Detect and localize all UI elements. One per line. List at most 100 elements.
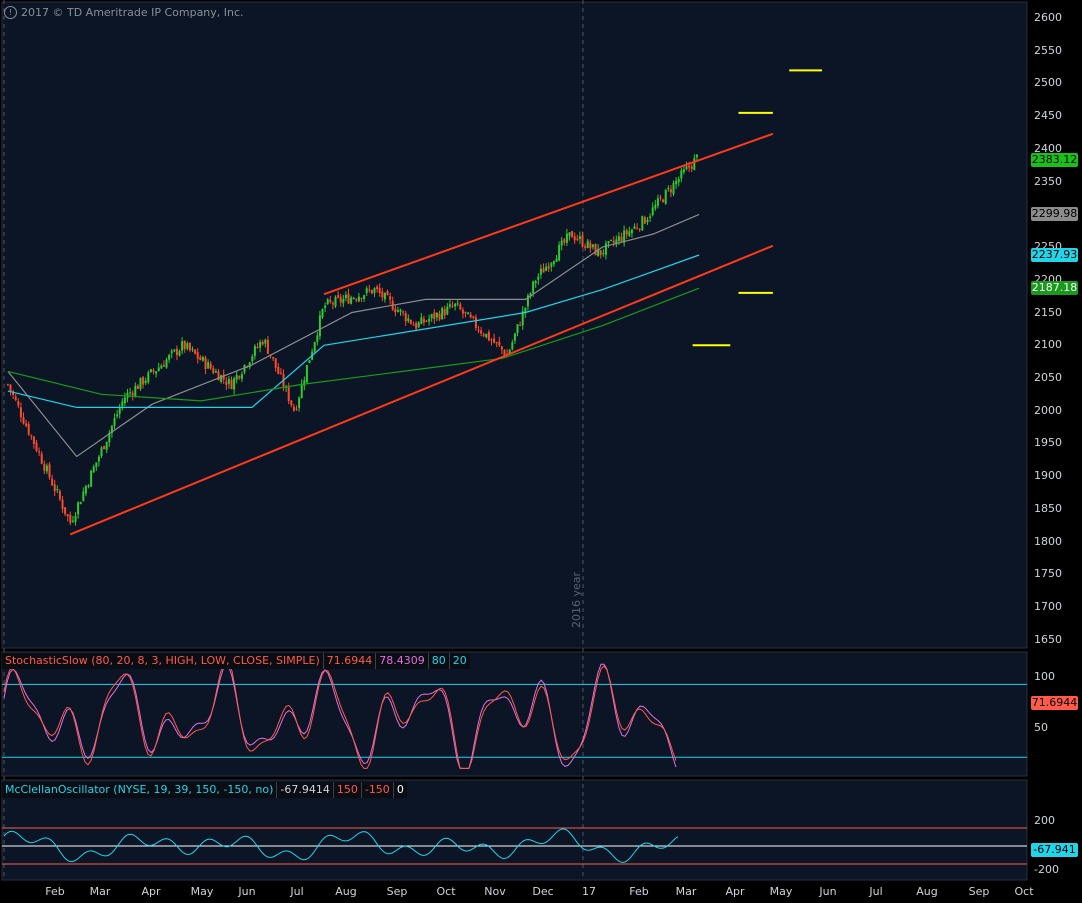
price-tag: 2187.18 bbox=[1031, 281, 1078, 296]
candle-body bbox=[594, 243, 597, 256]
candle-body bbox=[571, 231, 574, 238]
candle-body bbox=[9, 384, 12, 391]
sma-200-line bbox=[7, 287, 700, 402]
candle-body bbox=[409, 319, 412, 324]
candle-body bbox=[30, 435, 33, 437]
candle-body bbox=[545, 266, 548, 271]
candle-body bbox=[675, 180, 678, 185]
price-axis-tick: 2600 bbox=[1034, 11, 1062, 24]
month-axis-label: Feb bbox=[45, 885, 65, 898]
price-axis-tick: 1700 bbox=[1034, 600, 1062, 614]
price-axis-tick: 1900 bbox=[1034, 469, 1062, 483]
mcclellan-value-tag: -67.941 bbox=[1031, 843, 1078, 857]
month-axis-label: May bbox=[769, 885, 793, 898]
candle-body bbox=[558, 245, 561, 261]
price-axis-tick: 2350 bbox=[1034, 174, 1062, 188]
candle-body bbox=[204, 357, 207, 370]
candle-body bbox=[251, 356, 254, 362]
candle-body bbox=[563, 239, 566, 243]
candle-body bbox=[477, 329, 480, 331]
candle-body bbox=[500, 346, 503, 350]
candle-body bbox=[693, 158, 696, 171]
candle-body bbox=[287, 385, 290, 402]
candle-body bbox=[157, 367, 160, 372]
candle-body bbox=[638, 228, 641, 230]
candle-body bbox=[337, 295, 340, 298]
candle-body bbox=[238, 375, 241, 379]
candle-body bbox=[581, 235, 584, 247]
month-axis-label: Jul bbox=[290, 885, 304, 898]
candle-body bbox=[191, 349, 194, 351]
candle-body bbox=[110, 425, 113, 434]
candle-body bbox=[610, 240, 613, 242]
candle-body bbox=[90, 470, 93, 487]
candle-body bbox=[688, 165, 691, 168]
candle-body bbox=[118, 408, 121, 414]
candle-body bbox=[326, 299, 329, 305]
candle-body bbox=[547, 266, 550, 269]
candle-body bbox=[402, 311, 405, 313]
candle-body bbox=[363, 295, 366, 299]
candle-body bbox=[643, 217, 646, 224]
candle-body bbox=[178, 351, 181, 356]
candle-body bbox=[233, 378, 236, 390]
candle-body bbox=[669, 189, 672, 193]
candle-body bbox=[292, 406, 295, 411]
candle-body bbox=[227, 378, 230, 384]
candle-body bbox=[134, 385, 137, 397]
candle-body bbox=[92, 466, 95, 473]
candle-body bbox=[451, 305, 454, 307]
candle-body bbox=[656, 198, 659, 206]
mcclellan-study-name[interactable]: McClellanOscillator (NYSE, 19, 39, 150, … bbox=[2, 782, 278, 798]
candle-body bbox=[201, 356, 204, 361]
candle-body bbox=[295, 408, 298, 410]
candle-body bbox=[516, 324, 519, 333]
candle-body bbox=[334, 296, 337, 307]
candle-body bbox=[519, 325, 522, 327]
candle-body bbox=[261, 342, 264, 345]
sma-100-line bbox=[7, 254, 700, 408]
candle-body bbox=[599, 250, 602, 255]
candle-body bbox=[207, 362, 210, 369]
candle-body bbox=[396, 310, 399, 312]
candle-body bbox=[636, 227, 639, 229]
candle-body bbox=[12, 391, 15, 396]
candle-body bbox=[677, 178, 680, 183]
candle-body bbox=[32, 436, 35, 444]
candle-body bbox=[456, 303, 459, 305]
candle-body bbox=[591, 244, 594, 248]
candle-body bbox=[129, 392, 132, 394]
candle-body bbox=[415, 323, 418, 329]
candle-body bbox=[633, 226, 636, 229]
candle-body bbox=[248, 362, 251, 368]
price-axis-tick: 1750 bbox=[1034, 567, 1062, 581]
candle-body bbox=[352, 298, 355, 300]
candle-body bbox=[529, 293, 532, 297]
candle-body bbox=[537, 276, 540, 280]
candle-body bbox=[646, 219, 649, 223]
candle-body bbox=[188, 342, 191, 351]
candle-body bbox=[139, 377, 142, 389]
price-axis-tick: 2500 bbox=[1034, 76, 1062, 90]
candle-body bbox=[695, 154, 698, 158]
month-axis-label: 17 bbox=[582, 885, 596, 898]
candle-body bbox=[480, 330, 483, 334]
sma-50-line bbox=[7, 213, 700, 458]
candle-body bbox=[194, 349, 197, 354]
stochastic-study-name[interactable]: StochasticSlow (80, 20, 8, 3, HIGH, LOW,… bbox=[2, 653, 324, 669]
candle-body bbox=[482, 334, 485, 336]
mcclellan-axis-minus-200: -200 bbox=[1034, 863, 1059, 876]
month-axis-label: Feb bbox=[629, 885, 649, 898]
candle-body bbox=[461, 309, 464, 314]
candle-body bbox=[214, 371, 217, 373]
candle-body bbox=[222, 374, 225, 380]
candle-body bbox=[474, 317, 477, 328]
candle-body bbox=[417, 322, 420, 328]
candle-body bbox=[443, 308, 446, 316]
candle-body bbox=[630, 229, 633, 234]
info-icon[interactable]: ! bbox=[4, 6, 17, 19]
stochastic-d-value: 78.4309 bbox=[376, 653, 429, 669]
month-axis-label: Jul bbox=[869, 885, 883, 898]
candle-body bbox=[685, 166, 688, 170]
